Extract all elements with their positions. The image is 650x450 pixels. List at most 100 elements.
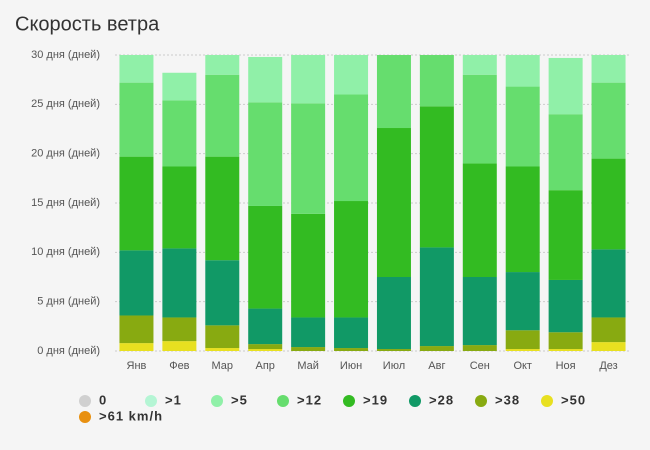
legend-marker (211, 395, 223, 407)
bar-segment (162, 72, 197, 101)
bar-segment (162, 166, 197, 249)
bar-segment (248, 102, 283, 206)
x-tick-label: Мар (212, 360, 234, 372)
bar-segment (205, 348, 240, 351)
legend-marker (145, 395, 157, 407)
y-tick-label: 30 дня (дней) (31, 49, 100, 61)
legend-label: >5 (231, 392, 248, 407)
legend-label: >28 (429, 392, 454, 407)
bar-segment (462, 163, 497, 277)
bar-segment (205, 260, 240, 326)
legend-label: 0 (99, 392, 107, 407)
bar-segment (462, 277, 497, 346)
bar-segment (505, 166, 540, 273)
bar-segment (248, 56, 283, 103)
bar-segment (248, 308, 283, 345)
legend-label: >19 (363, 392, 388, 407)
bar-segment (505, 349, 540, 351)
y-tick-label: 10 дня (дней) (31, 246, 100, 258)
bar-segment (548, 114, 583, 191)
y-tick-label: 0 дня (дней) (37, 345, 100, 357)
x-tick-label: Дез (599, 360, 617, 372)
bar-segment (205, 325, 240, 349)
bar-segment (248, 344, 283, 350)
bar-segment (119, 315, 154, 344)
chart-title: Скорость ветра (15, 13, 160, 35)
bar-segment (248, 205, 283, 309)
bar-segment (248, 349, 283, 351)
bar-segment (591, 82, 626, 159)
bar-segment (334, 201, 369, 318)
y-tick-label: 15 дня (дней) (31, 197, 100, 209)
bar-segment (291, 55, 326, 104)
legend-label: >50 (561, 392, 586, 407)
x-tick-label: Ноя (556, 360, 576, 372)
bar-segment (505, 272, 540, 331)
bar-segment (462, 74, 497, 164)
legend-marker (79, 395, 91, 407)
bar-segment (334, 55, 369, 95)
x-tick-label: Июл (383, 360, 405, 372)
bar-segment (334, 317, 369, 349)
x-tick-label: Сен (470, 360, 490, 372)
bar-segment (548, 332, 583, 350)
bar-segment (205, 55, 240, 75)
bar-segment (119, 82, 154, 157)
bar-segment (376, 55, 411, 129)
bar-segment (291, 213, 326, 318)
legend-marker (409, 395, 421, 407)
legend-label: >61 km/h (99, 408, 163, 423)
bar-segment (291, 347, 326, 351)
x-tick-label: Янв (127, 360, 147, 372)
bar-segment (419, 346, 454, 351)
bar-segment (419, 55, 454, 107)
bar-segment (548, 57, 583, 115)
bar-segment (591, 249, 626, 318)
bar-segment (162, 341, 197, 351)
legend-marker (541, 395, 553, 407)
bar-segment (419, 247, 454, 347)
legend-label: >1 (165, 392, 182, 407)
bar-segment (334, 348, 369, 351)
bar-segment (548, 279, 583, 333)
bar-segment (376, 349, 411, 351)
bar-segment (291, 317, 326, 348)
bar-segment (505, 330, 540, 350)
legend-label: >12 (297, 392, 322, 407)
y-tick-label: 20 дня (дней) (31, 148, 100, 160)
y-tick-label: 5 дня (дней) (37, 296, 100, 308)
bar-segment (591, 317, 626, 343)
bar-segment (205, 156, 240, 261)
bar-segment (419, 106, 454, 248)
bar-segment (119, 250, 154, 316)
x-tick-label: Май (297, 360, 319, 372)
bar-segment (205, 74, 240, 157)
x-tick-label: Апр (255, 360, 274, 372)
bar-segment (162, 100, 197, 167)
x-tick-label: Авг (428, 360, 445, 372)
bar-segment (591, 342, 626, 351)
bar-segment (119, 55, 154, 83)
x-tick-label: Окт (513, 360, 532, 372)
legend-marker (343, 395, 355, 407)
bar-segment (162, 248, 197, 318)
bar-segment (119, 343, 154, 351)
legend-marker (475, 395, 487, 407)
x-tick-label: Фев (169, 360, 189, 372)
bar-segment (505, 55, 540, 87)
bar-segment (162, 317, 197, 342)
x-tick-label: Июн (340, 360, 362, 372)
bar-segment (505, 86, 540, 167)
legend-marker (79, 411, 91, 423)
legend-label: >38 (495, 392, 520, 407)
bar-segment (548, 349, 583, 351)
legend-marker (277, 395, 289, 407)
bar-segment (591, 55, 626, 83)
bar-segment (376, 128, 411, 277)
bar-segment (591, 158, 626, 250)
bar-segment (548, 190, 583, 280)
bar-segment (462, 345, 497, 351)
bar-segment (376, 277, 411, 350)
bar-segment (291, 103, 326, 214)
